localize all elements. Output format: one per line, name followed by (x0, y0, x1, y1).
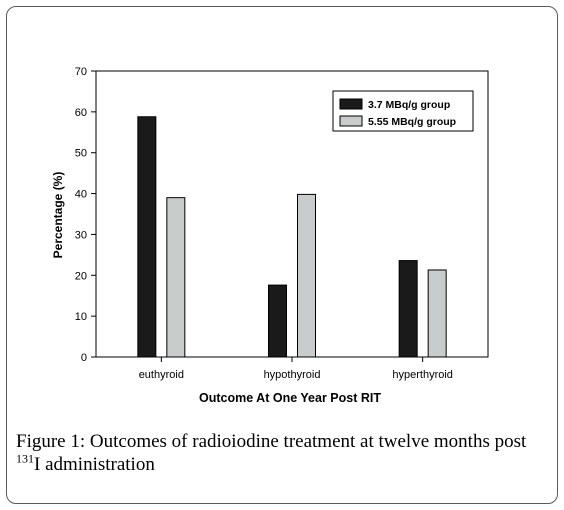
legend-swatch (339, 115, 363, 127)
bar-chart: 0 10 20 30 40 50 60 70 euthyroid hypothyroid hyper… (51, 66, 489, 405)
bar-hypothyroid-series-2 (297, 193, 316, 358)
legend-label: 5.55 MBq/g group (368, 116, 456, 128)
caption-superscript: 131 (16, 451, 34, 466)
bar-euthyroid-series-1 (137, 116, 157, 358)
caption-label: Figure 1: (16, 431, 86, 452)
bar-hypothyroid-series-1 (268, 284, 287, 358)
figure-frame (6, 6, 558, 504)
y-tick-label: 60 (75, 107, 87, 119)
figure-caption: Figure 1: Outcomes of radioiodine treatm… (16, 430, 552, 476)
legend-swatch (339, 98, 363, 110)
y-axis-label: Percentage (%) (51, 172, 65, 259)
y-tick-label: 10 (75, 311, 87, 323)
y-tick-label: 70 (75, 66, 87, 78)
y-tick-label: 0 (81, 352, 87, 364)
legend-label: 3.7 MBq/g group (368, 99, 450, 111)
bar-hyperthyroid-series-2 (427, 269, 447, 358)
chart-bars (137, 116, 447, 358)
bar-euthyroid-series-2 (166, 197, 186, 358)
x-tick-label: hypothyroid (264, 369, 321, 381)
x-tick-label: euthyroid (139, 369, 184, 381)
x-tick-label: hyperthyroid (392, 369, 453, 381)
y-tick-label: 20 (75, 270, 87, 282)
caption-text: Outcomes of radioiodine treatment at twe… (89, 431, 527, 452)
caption-text-end: I administration (34, 454, 155, 475)
y-tick-label: 40 (75, 189, 87, 201)
bar-hyperthyroid-series-1 (398, 260, 418, 358)
chart-axes: 0 10 20 30 40 50 60 70 euthyroid hypothyroid hyper… (75, 66, 489, 381)
y-tick-label: 50 (75, 148, 87, 160)
x-axis-label: Outcome At One Year Post RIT (199, 391, 381, 405)
y-tick-label: 30 (75, 229, 87, 241)
chart-legend: 3.7 MBq/g group 5.55 MBq/g group (332, 90, 474, 132)
